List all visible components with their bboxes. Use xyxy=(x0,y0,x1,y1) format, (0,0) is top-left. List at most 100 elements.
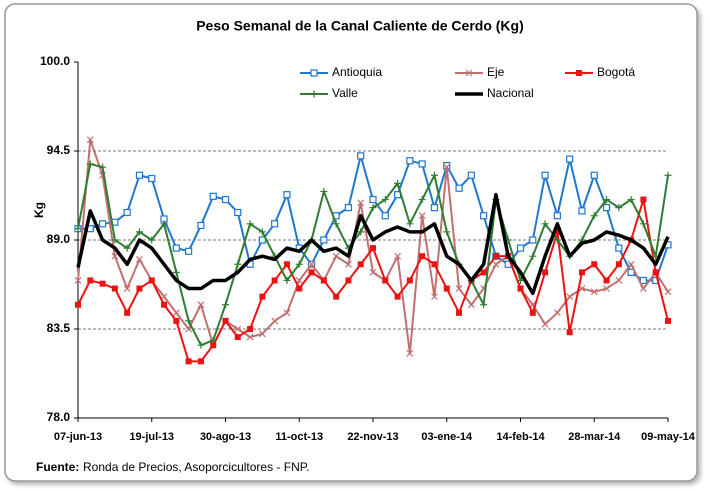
marker xyxy=(271,317,279,325)
marker xyxy=(455,285,463,292)
marker xyxy=(136,285,143,292)
marker xyxy=(430,204,439,212)
marker xyxy=(221,195,230,204)
marker xyxy=(615,261,622,268)
marker xyxy=(456,309,463,316)
chart-title: Peso Semanal de la Canal Caliente de Cer… xyxy=(196,18,524,34)
marker xyxy=(652,269,659,276)
marker xyxy=(308,269,315,276)
marker xyxy=(615,204,623,212)
marker xyxy=(111,285,118,292)
marker xyxy=(480,301,488,309)
marker xyxy=(234,208,242,217)
marker xyxy=(271,220,279,228)
marker xyxy=(590,212,598,220)
marker xyxy=(111,236,119,244)
marker xyxy=(566,329,573,336)
x-tick-label: 03-ene-14 xyxy=(421,431,473,443)
marker xyxy=(160,220,168,228)
marker xyxy=(99,163,107,171)
x-tick-label: 22-nov-13 xyxy=(347,431,398,443)
marker xyxy=(406,277,413,284)
marker xyxy=(357,199,365,207)
marker xyxy=(209,192,217,200)
marker xyxy=(320,236,328,244)
marker xyxy=(283,276,291,284)
marker xyxy=(185,358,192,365)
marker xyxy=(369,268,377,276)
x-tick-label: 11-oct-13 xyxy=(275,431,323,443)
marker xyxy=(590,171,598,179)
marker xyxy=(197,341,205,349)
marker xyxy=(172,309,180,317)
y-tick-label: 100.0 xyxy=(40,54,70,68)
marker xyxy=(517,276,524,284)
marker xyxy=(566,293,574,301)
marker xyxy=(295,260,303,268)
legend-marker xyxy=(465,69,473,77)
marker xyxy=(578,207,586,215)
marker xyxy=(553,309,561,317)
marker xyxy=(394,293,401,300)
marker xyxy=(98,220,107,228)
marker xyxy=(259,293,266,300)
marker xyxy=(603,196,611,204)
legend-marker xyxy=(310,90,318,98)
y-tick-label: 78.0 xyxy=(47,410,71,424)
marker xyxy=(283,191,291,199)
marker xyxy=(542,269,549,276)
marker xyxy=(135,228,143,236)
marker xyxy=(172,244,180,252)
y-axis-label: Kg xyxy=(32,202,46,218)
x-tick-label: 07-jun-13 xyxy=(54,431,102,443)
marker xyxy=(148,236,156,244)
marker xyxy=(665,317,671,324)
marker xyxy=(283,261,290,268)
marker xyxy=(271,277,278,284)
marker xyxy=(529,309,536,316)
marker xyxy=(333,293,340,300)
marker xyxy=(529,252,537,260)
y-tick-label: 94.5 xyxy=(47,143,71,157)
x-tick-label: 19-jul-13 xyxy=(129,431,174,443)
marker xyxy=(591,261,598,268)
marker xyxy=(431,293,438,301)
marker xyxy=(357,261,364,268)
marker xyxy=(161,301,168,308)
marker xyxy=(418,212,426,220)
marker xyxy=(247,326,254,332)
marker xyxy=(529,236,537,244)
marker xyxy=(135,171,144,179)
marker xyxy=(602,204,611,212)
marker xyxy=(517,285,524,292)
marker xyxy=(406,220,414,228)
marker xyxy=(246,220,254,228)
marker xyxy=(603,285,610,292)
marker xyxy=(123,244,131,252)
marker xyxy=(308,260,315,268)
marker xyxy=(480,212,488,220)
marker xyxy=(234,334,241,341)
marker xyxy=(394,252,402,260)
marker xyxy=(344,204,353,212)
marker xyxy=(492,260,500,268)
marker xyxy=(332,220,340,228)
marker xyxy=(443,228,451,236)
marker xyxy=(246,333,254,341)
marker xyxy=(344,260,352,268)
marker xyxy=(185,317,193,325)
marker xyxy=(320,187,328,195)
marker xyxy=(185,247,193,255)
marker xyxy=(148,174,156,183)
marker xyxy=(467,301,475,309)
series-line xyxy=(76,192,670,296)
marker xyxy=(222,317,229,324)
marker xyxy=(87,277,94,284)
x-tick-label: 30-ago-13 xyxy=(200,431,251,443)
marker xyxy=(566,155,574,163)
x-tick-label: 09-may-14 xyxy=(641,431,696,443)
marker xyxy=(381,196,389,204)
marker xyxy=(443,163,451,171)
marker xyxy=(455,184,463,192)
